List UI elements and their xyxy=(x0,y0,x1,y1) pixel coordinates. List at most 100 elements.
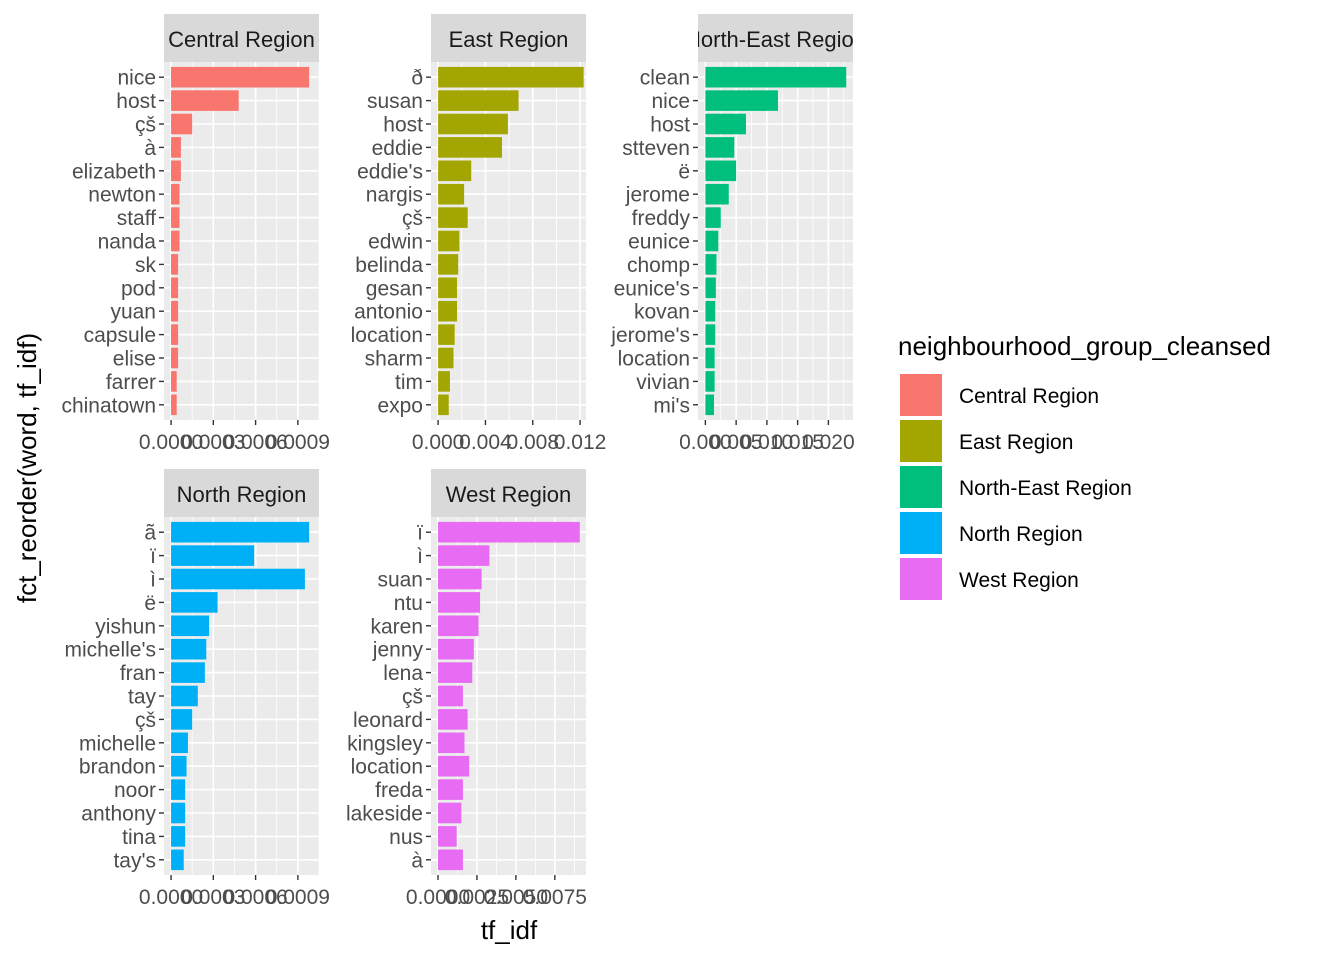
bar-central-region-chinatown-14 xyxy=(171,394,177,416)
y-tick-label-north-region-14: tay's xyxy=(113,849,156,872)
bar-north-region-tina-13 xyxy=(171,826,186,847)
bar-east-region-gesan-9 xyxy=(438,277,458,299)
bar-north-region-noor-11 xyxy=(171,779,186,800)
x-tick-label-central-region-1: 0.0003 xyxy=(181,431,245,454)
bar-central-region-x-2 xyxy=(171,113,193,135)
y-tick-label-north-east-region-1: nice xyxy=(651,90,690,113)
bar-west-region-x-1 xyxy=(438,545,490,566)
y-tick-label-north-east-region-11: jerome's xyxy=(610,324,690,347)
y-tick-label-central-region-6: staff xyxy=(117,207,156,230)
x-tick-label-west-region-2: 0.0050 xyxy=(484,886,548,909)
y-tick-label-east-region-4: eddie's xyxy=(357,160,423,183)
bar-north-east-region-location-12 xyxy=(705,347,715,369)
legend-key-east-region xyxy=(900,420,942,462)
panel-west-region: West Region ïìsuanntukarenjennylenaçšleon… xyxy=(346,469,587,909)
strip-title-east-region: East Region xyxy=(449,27,569,52)
y-tick-label-west-region-9: kingsley xyxy=(347,732,423,755)
bar-east-region-host-2 xyxy=(438,113,508,135)
strip-title-central-region: Central Region xyxy=(168,27,315,52)
y-tick-label-central-region-11: capsule xyxy=(84,324,156,347)
x-tick-label-west-region-3: 0.0075 xyxy=(523,886,587,909)
y-tick-label-west-region-1: ì xyxy=(417,545,423,568)
bar-central-region-nice-0 xyxy=(171,66,310,88)
y-tick-label-east-region-12: sharm xyxy=(365,348,423,371)
legend-key-north-region xyxy=(900,512,942,554)
legend-label-north-east-region: North-East Region xyxy=(959,477,1132,500)
y-tick-label-west-region-12: lakeside xyxy=(346,803,423,826)
x-tick-label-east-region-1: 0.004 xyxy=(459,431,512,454)
y-tick-label-east-region-7: edwin xyxy=(368,231,423,254)
bar-central-region-x-3 xyxy=(171,137,181,158)
bar-central-region-elizabeth-4 xyxy=(171,160,181,182)
bar-central-region-nanda-7 xyxy=(171,230,180,252)
bar-north-east-region-kovan-10 xyxy=(705,300,716,322)
y-tick-label-east-region-3: eddie xyxy=(372,137,423,160)
y-tick-label-central-region-13: farrer xyxy=(106,371,156,394)
y-tick-label-west-region-11: freda xyxy=(375,779,423,802)
y-tick-label-north-east-region-5: jerome xyxy=(625,184,690,207)
strip-title-north-east-region: North-East Region xyxy=(685,27,866,52)
y-tick-label-central-region-14: chinatown xyxy=(61,394,156,417)
y-tick-label-west-region-5: jenny xyxy=(372,639,424,662)
bar-north-region-yishun-4 xyxy=(171,615,210,637)
legend-key-north-east-region xyxy=(900,466,942,508)
bar-east-region-expo-14 xyxy=(438,394,449,416)
legend-label-west-region: West Region xyxy=(959,569,1079,592)
y-tick-label-central-region-12: elise xyxy=(113,348,156,371)
x-tick-label-west-region-1: 0.0025 xyxy=(445,886,509,909)
legend-label-north-region: North Region xyxy=(959,523,1083,546)
y-tick-label-west-region-3: ntu xyxy=(394,592,423,615)
bar-east-region-antonio-10 xyxy=(438,300,458,322)
y-tick-label-east-region-9: gesan xyxy=(366,277,423,300)
bar-west-region-jenny-5 xyxy=(438,638,474,660)
y-tick-label-central-region-8: sk xyxy=(135,254,157,277)
y-tick-label-north-region-12: anthony xyxy=(81,803,156,826)
bar-north-region-x-2 xyxy=(171,568,305,590)
x-tick-label-north-east-region-3: 0.015 xyxy=(771,431,824,454)
y-tick-label-east-region-13: tim xyxy=(395,371,423,394)
bar-west-region-leonard-8 xyxy=(438,709,468,730)
y-tick-label-central-region-3: à xyxy=(144,137,156,160)
bar-north-region-tay-7 xyxy=(171,685,198,707)
y-tick-label-central-region-5: newton xyxy=(88,184,156,207)
bar-west-region-x-7 xyxy=(438,685,463,707)
y-tick-label-north-region-2: ì xyxy=(150,569,156,592)
bar-east-region-edwin-7 xyxy=(438,230,460,252)
y-tick-label-north-east-region-4: ë xyxy=(678,160,690,183)
strip-title-west-region: West Region xyxy=(446,482,572,507)
y-tick-label-north-region-3: ë xyxy=(144,592,156,615)
y-axis-title: fct_reorder(word, tf_idf) xyxy=(12,333,42,603)
x-tick-label-central-region-2: 0.0006 xyxy=(223,431,287,454)
bar-north-east-region-clean-0 xyxy=(705,66,847,88)
facet-panels: Central Regionnicehostçšàelizabethnewton… xyxy=(61,14,866,909)
bar-north-region-michelle-9 xyxy=(171,732,188,754)
y-tick-label-west-region-14: à xyxy=(411,849,423,872)
bar-east-region-susan-1 xyxy=(438,90,519,111)
bar-north-region-michelle-s-5 xyxy=(171,638,207,660)
bar-east-region-location-11 xyxy=(438,324,455,345)
y-tick-label-west-region-4: karen xyxy=(370,615,423,638)
y-tick-label-east-region-0: ð xyxy=(411,67,423,90)
y-tick-label-east-region-1: susan xyxy=(367,90,423,113)
bar-east-region-x-6 xyxy=(438,207,468,228)
bar-north-east-region-jerome-s-11 xyxy=(705,324,716,345)
panel-north-east-region: North-East Regioncleannicehoststtevenëje… xyxy=(610,14,866,454)
bar-west-region-location-10 xyxy=(438,755,470,777)
y-tick-label-north-region-0: ã xyxy=(144,522,156,545)
bar-north-east-region-chomp-8 xyxy=(705,254,717,275)
x-tick-label-north-east-region-1: 0.005 xyxy=(710,431,763,454)
legend: neighbourhood_group_cleansed Central Reg… xyxy=(898,331,1271,600)
bar-north-east-region-mi-s-14 xyxy=(705,394,714,416)
bar-central-region-capsule-11 xyxy=(171,324,179,345)
y-tick-label-north-region-5: michelle's xyxy=(64,639,156,662)
y-tick-label-north-region-1: ï xyxy=(150,545,156,568)
bar-central-region-host-1 xyxy=(171,90,239,111)
y-tick-label-north-region-13: tina xyxy=(122,826,156,849)
y-tick-label-north-region-4: yishun xyxy=(95,615,156,638)
bar-west-region-ntu-3 xyxy=(438,592,481,613)
bar-west-region-x-0 xyxy=(438,521,580,543)
bar-north-region-brandon-10 xyxy=(171,755,187,777)
bar-central-region-farrer-13 xyxy=(171,371,177,392)
strip-central-region xyxy=(164,14,319,62)
y-tick-label-west-region-7: çš xyxy=(402,686,423,709)
